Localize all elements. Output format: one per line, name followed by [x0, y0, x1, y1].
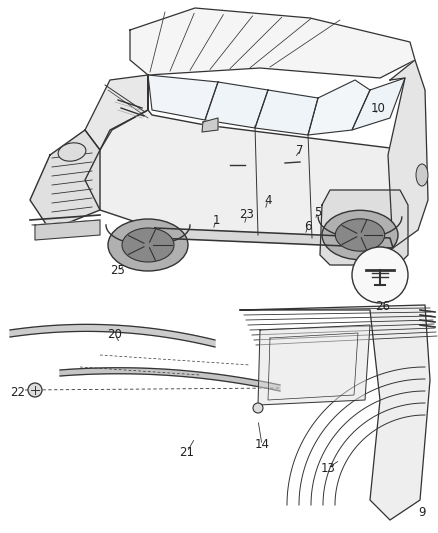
Circle shape — [352, 247, 408, 303]
Polygon shape — [85, 75, 148, 150]
Polygon shape — [352, 78, 405, 130]
Text: 20: 20 — [108, 328, 123, 342]
Text: 9: 9 — [418, 506, 426, 520]
Ellipse shape — [58, 143, 86, 161]
Polygon shape — [202, 118, 218, 132]
Polygon shape — [85, 75, 418, 240]
Polygon shape — [30, 130, 100, 230]
Ellipse shape — [322, 211, 398, 260]
Circle shape — [28, 383, 42, 397]
Polygon shape — [60, 368, 280, 391]
Ellipse shape — [416, 164, 428, 186]
Text: 7: 7 — [296, 143, 304, 157]
Polygon shape — [205, 82, 268, 128]
Ellipse shape — [108, 219, 188, 271]
Text: 21: 21 — [180, 446, 194, 458]
Ellipse shape — [122, 228, 174, 262]
Circle shape — [253, 403, 263, 413]
Polygon shape — [308, 80, 370, 135]
Text: 23: 23 — [240, 208, 254, 222]
Text: 1: 1 — [212, 214, 220, 227]
Polygon shape — [388, 60, 428, 248]
Text: 5: 5 — [314, 206, 321, 219]
Polygon shape — [320, 190, 408, 265]
Text: 10: 10 — [371, 101, 385, 115]
Polygon shape — [35, 220, 100, 240]
Text: 13: 13 — [321, 462, 336, 474]
Polygon shape — [10, 325, 215, 347]
Polygon shape — [240, 305, 430, 520]
Polygon shape — [258, 325, 370, 405]
Polygon shape — [155, 228, 393, 248]
Polygon shape — [130, 8, 415, 78]
Polygon shape — [255, 90, 318, 135]
Text: 25: 25 — [110, 264, 125, 278]
Polygon shape — [148, 75, 218, 120]
Text: 22: 22 — [11, 385, 25, 399]
Ellipse shape — [336, 219, 385, 251]
Text: 6: 6 — [304, 220, 312, 232]
Text: 4: 4 — [264, 193, 272, 206]
Text: 26: 26 — [375, 301, 391, 313]
Text: 14: 14 — [254, 439, 269, 451]
